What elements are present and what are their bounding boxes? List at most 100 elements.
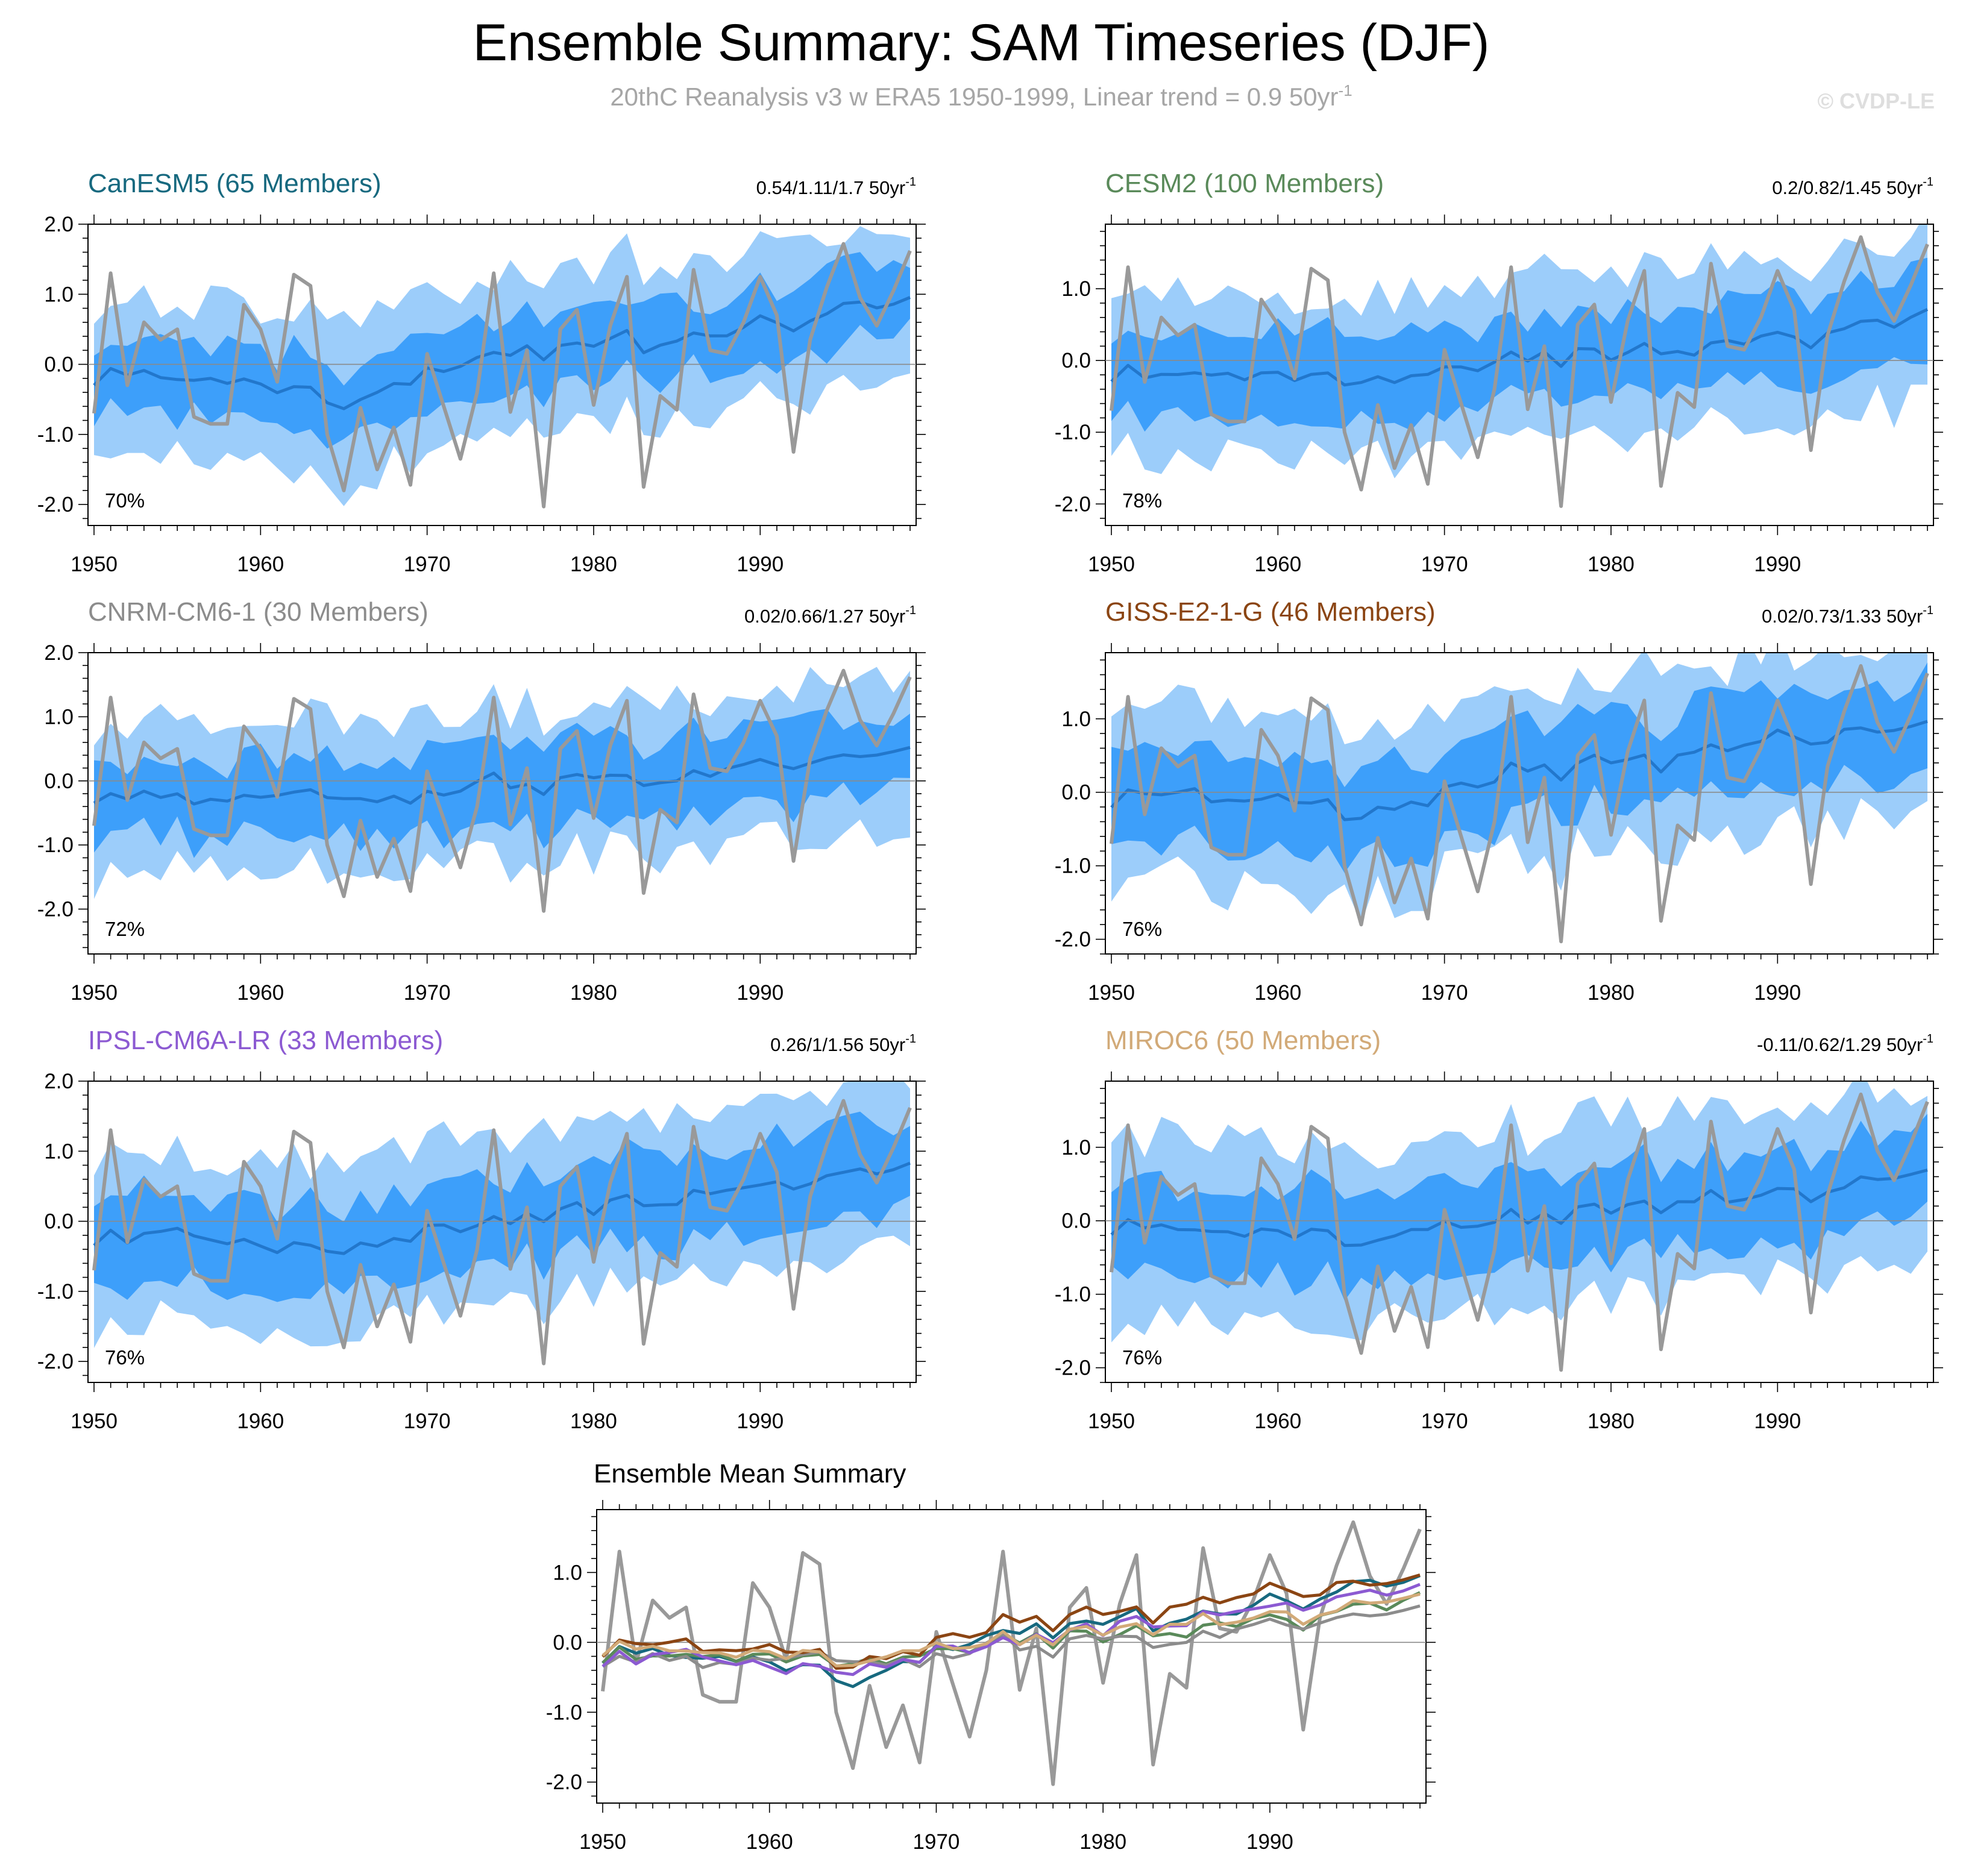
- trend-superscript: -1: [1923, 175, 1933, 189]
- x-tick-label: 1990: [737, 1410, 784, 1433]
- figure-title: Ensemble Summary: SAM Timeseries (DJF): [473, 14, 1490, 72]
- observations-line: [92, 668, 912, 913]
- y-tick-label: -2.0: [37, 1350, 74, 1373]
- x-tick-label: 1950: [71, 981, 118, 1005]
- panel-percent: 72%: [105, 918, 145, 940]
- ensemble-mean-line: [93, 1161, 911, 1255]
- y-tick-label: -2.0: [1055, 492, 1091, 516]
- y-tick-label: 0.0: [44, 353, 74, 377]
- y-tick-label: 2.0: [44, 213, 74, 236]
- panels-group: 2.0 1.0 0.0 -1.0 -2.0 1950 1960 1970 1980 1990 Can…: [37, 169, 1943, 1433]
- y-tick-label: -1.0: [37, 423, 74, 447]
- summary-mean-line-giss-e2-1-g: [601, 1573, 1421, 1670]
- ensemble-mean-line: [1110, 308, 1929, 387]
- y-tick-label: -2.0: [1055, 1357, 1091, 1380]
- panel-trend: 0.02/0.66/1.27 50yr-1: [744, 604, 916, 627]
- trend-superscript: -1: [1923, 604, 1933, 617]
- x-tick-label: 1990: [1754, 1410, 1801, 1433]
- panel-percent: 76%: [1122, 918, 1162, 940]
- trend-superscript: -1: [905, 604, 916, 617]
- trend-superscript: -1: [905, 1032, 916, 1046]
- panel-trend: 0.02/0.73/1.33 50yr-1: [1762, 604, 1933, 627]
- panel-miroc6: 1.0 0.0 -1.0 -2.0 1950 1960 1970 1980 1990 MIROC6…: [1055, 1026, 1943, 1433]
- trend-text: 0.02/0.73/1.33 50yr: [1762, 606, 1923, 627]
- y-tick-label: -1.0: [1055, 855, 1091, 878]
- x-tick-label: 1990: [1754, 553, 1801, 576]
- panel-title: GISS-E2-1-G (46 Members): [1105, 597, 1436, 627]
- observations-line: [1110, 1093, 1929, 1372]
- panel-title: CNRM-CM6-1 (30 Members): [88, 597, 429, 627]
- x-tick-label: 1970: [404, 981, 451, 1005]
- x-tick-label: 1990: [1754, 981, 1801, 1005]
- trend-text: 0.2/0.82/1.45 50yr: [1772, 177, 1923, 198]
- x-tick-label: 1970: [1421, 981, 1468, 1005]
- panel-trend: -0.11/0.62/1.29 50yr-1: [1757, 1032, 1933, 1055]
- x-tick-label: 1950: [579, 1830, 626, 1854]
- x-tick-label: 1950: [71, 1410, 118, 1433]
- panel-title: CanESM5 (65 Members): [88, 169, 382, 198]
- panel-title: CESM2 (100 Members): [1105, 169, 1384, 198]
- plot-frame: [1105, 652, 1934, 955]
- y-tick-label: -1.0: [1055, 1283, 1091, 1307]
- x-tick-label: 1950: [1088, 981, 1135, 1005]
- y-tick-label: 2.0: [44, 1070, 74, 1093]
- y-tick-label: -1.0: [546, 1701, 582, 1724]
- x-tick-label: 1960: [1254, 553, 1301, 576]
- x-tick-label: 1980: [1588, 553, 1635, 576]
- y-tick-label: 1.0: [44, 1140, 74, 1163]
- y-tick-label: 0.0: [1061, 781, 1091, 805]
- panel-title: MIROC6 (50 Members): [1105, 1026, 1381, 1055]
- plot-area: [1110, 653, 1929, 944]
- y-tick-label: -1.0: [1055, 421, 1091, 444]
- y-tick-label: 1.0: [1061, 707, 1091, 731]
- plot-area: [92, 667, 912, 913]
- panel-trend: 0.26/1/1.56 50yr-1: [770, 1032, 916, 1055]
- y-tick-label: 0.0: [553, 1631, 582, 1654]
- x-tick-label: 1950: [71, 553, 118, 576]
- plot-area: [92, 1081, 912, 1366]
- trend-text: 0.02/0.66/1.27 50yr: [744, 606, 905, 627]
- x-tick-label: 1970: [1421, 1410, 1468, 1433]
- x-tick-label: 1980: [570, 1410, 617, 1433]
- y-tick-label: 2.0: [44, 641, 74, 665]
- summary-mean-line-ipsl-cm6a-lr: [601, 1583, 1421, 1677]
- observations-line: [1110, 664, 1929, 944]
- panel-cnrm-cm6-1: 2.0 1.0 0.0 -1.0 -2.0 1950 1960 1970 1980 1990 CNR…: [37, 597, 926, 1005]
- x-tick-label: 1980: [570, 553, 617, 576]
- x-tick-label: 1990: [737, 553, 784, 576]
- x-tick-label: 1960: [1254, 1410, 1301, 1433]
- trend-text: 0.26/1/1.56 50yr: [770, 1034, 905, 1055]
- summary-mean-line-miroc6: [601, 1592, 1421, 1667]
- plot-frame: [87, 1081, 917, 1383]
- x-tick-label: 1980: [1588, 981, 1635, 1005]
- trend-superscript: -1: [905, 175, 916, 189]
- panel-percent: 76%: [1122, 1346, 1162, 1369]
- observations-line: [92, 242, 912, 509]
- y-tick-label: -2.0: [546, 1771, 582, 1794]
- plot-frame: [87, 652, 917, 955]
- x-tick-label: 1970: [404, 553, 451, 576]
- x-tick-label: 1970: [404, 1410, 451, 1433]
- panel-canesm5: 2.0 1.0 0.0 -1.0 -2.0 1950 1960 1970 1980 1990 Can…: [37, 169, 926, 576]
- y-tick-label: 1.0: [1061, 1136, 1091, 1159]
- x-tick-label: 1980: [1588, 1410, 1635, 1433]
- x-tick-label: 1970: [1421, 553, 1468, 576]
- x-tick-label: 1980: [1079, 1830, 1126, 1854]
- y-tick-label: 0.0: [1061, 1209, 1091, 1233]
- y-tick-label: 0.0: [1061, 349, 1091, 372]
- x-tick-label: 1960: [237, 981, 284, 1005]
- y-tick-label: 0.0: [44, 770, 74, 793]
- x-tick-label: 1990: [737, 981, 784, 1005]
- trend-superscript: -1: [1923, 1032, 1933, 1046]
- panel-percent: 78%: [1122, 489, 1162, 512]
- panel-ipsl-cm6a-lr: 2.0 1.0 0.0 -1.0 -2.0 1950 1960 1970 1980 1990 IPS…: [37, 1026, 926, 1433]
- plot-area: [92, 226, 912, 509]
- panel-percent: 76%: [105, 1346, 145, 1369]
- ensemble-mean-line: [1110, 1169, 1928, 1247]
- plot-area: [1110, 1081, 1929, 1372]
- observations-line: [1110, 235, 1929, 508]
- panel-trend: 0.2/0.82/1.45 50yr-1: [1772, 175, 1933, 198]
- x-tick-label: 1950: [1088, 553, 1135, 576]
- panel-title: IPSL-CM6A-LR (33 Members): [88, 1026, 443, 1055]
